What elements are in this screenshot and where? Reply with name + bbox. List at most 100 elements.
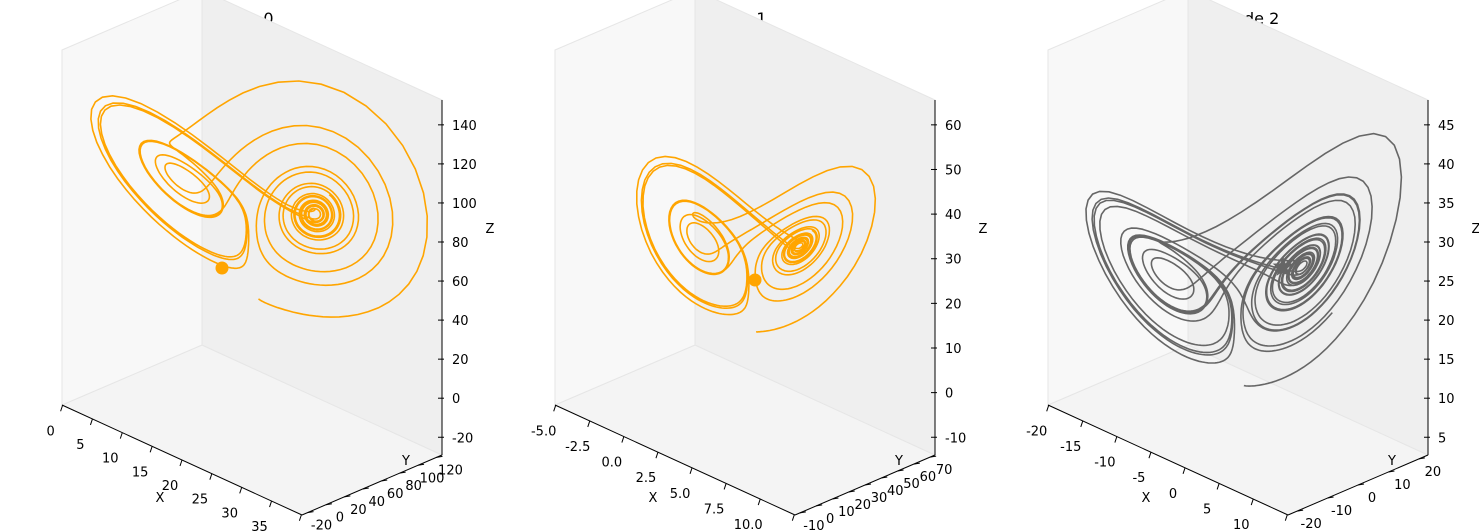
current-state-marker [1272, 256, 1294, 276]
y-tick-label: 0 [336, 511, 344, 526]
x-tick [1114, 436, 1118, 443]
y-tick-label: 20 [350, 503, 367, 518]
y-tick-label: -10 [803, 519, 824, 532]
z-tick-label: 40 [945, 208, 962, 223]
x-tick-label: 7.5 [704, 502, 725, 517]
y-tick [832, 497, 839, 500]
y-tick [799, 511, 806, 514]
y-tick-label: 120 [438, 463, 463, 478]
y-tick [362, 487, 369, 490]
current-state-marker [748, 273, 762, 287]
x-tick-label: 30 [221, 506, 238, 521]
x-tick-label: 5 [76, 438, 84, 453]
y-tick [864, 483, 872, 486]
x-axis-label: X [1142, 491, 1151, 506]
subplot-2: Root node 2-20-15-10-5051015X-20-1001020… [1026, 0, 1479, 532]
z-tick-label: 0 [945, 387, 953, 402]
x-tick [1148, 452, 1152, 459]
x-tick [149, 446, 153, 453]
x-tick [119, 432, 123, 439]
x-tick [1250, 498, 1254, 506]
x-tick-label: -5 [1132, 471, 1145, 486]
y-tick-label: 0 [1368, 491, 1376, 506]
x-tick [689, 467, 693, 474]
x-tick-label: 5.0 [670, 487, 691, 502]
y-tick-label: -10 [1331, 504, 1352, 519]
z-tick-label: -20 [452, 431, 473, 446]
x-tick [1216, 483, 1220, 490]
y-tick [848, 490, 855, 493]
x-tick-label: -5.0 [531, 424, 556, 439]
y-tick-label: 40 [887, 484, 904, 499]
x-tick [621, 436, 625, 443]
z-tick-label: 20 [945, 297, 962, 312]
y-tick [307, 511, 314, 514]
y-tick-label: 0 [826, 512, 834, 527]
z-tick-label: 25 [1438, 275, 1455, 290]
x-tick-label: 15 [132, 465, 149, 480]
current-state-marker [215, 261, 229, 275]
x-axis-line [554, 404, 796, 516]
y-tick [881, 476, 888, 479]
y-tick [1388, 470, 1395, 473]
trajectory-line [636, 155, 877, 333]
x-tick-label: 35 [251, 520, 268, 532]
z-tick-label: 35 [1438, 197, 1455, 212]
y-tick-label: 40 [369, 495, 386, 510]
x-tick-label: 10.0 [734, 518, 763, 532]
y-tick-label: 10 [838, 505, 855, 520]
x-tick-label: 25 [192, 493, 209, 508]
y-tick-label: 30 [871, 491, 888, 506]
y-tick [436, 455, 443, 458]
x-tick [1080, 420, 1084, 428]
y-tick [930, 455, 937, 458]
y-tick [381, 479, 388, 482]
z-tick-label: 40 [452, 314, 469, 329]
z-tick-label: 50 [945, 163, 962, 178]
y-tick [913, 462, 920, 465]
z-tick-label: 30 [1438, 236, 1455, 251]
z-axis-label: Z [1472, 222, 1479, 237]
z-axis-label: Z [979, 222, 988, 237]
x-tick [553, 405, 557, 412]
x-tick-label: 0.0 [602, 456, 623, 471]
left-pane [61, 0, 203, 406]
x-tick [791, 514, 795, 521]
z-tick-label: 60 [452, 275, 469, 290]
y-tick-label: 70 [936, 463, 953, 478]
x-tick-label: -10 [1094, 456, 1115, 471]
x-tick [723, 483, 727, 490]
x-tick [757, 498, 761, 506]
y-tick-label: 10 [1394, 478, 1411, 493]
y-tick [1327, 496, 1334, 499]
z-tick-label: 10 [945, 342, 962, 357]
y-tick-label: 60 [387, 487, 404, 502]
y-tick [344, 495, 351, 498]
x-tick [587, 420, 591, 428]
y-tick-label: 100 [420, 471, 445, 486]
left-pane [554, 0, 696, 406]
x-tick-label: 2.5 [636, 471, 657, 486]
z-tick-label: 140 [452, 119, 477, 134]
x-axis-line [1047, 404, 1289, 516]
x-axis-label: X [156, 491, 165, 506]
z-tick-label: 15 [1438, 353, 1455, 368]
z-tick-label: 60 [945, 119, 962, 134]
y-tick [325, 503, 333, 506]
z-tick-label: 120 [452, 158, 477, 173]
x-tick [89, 418, 93, 426]
subplot-1: Node 1-5.0-2.50.02.55.07.510.012.5X-1001… [531, 0, 988, 532]
y-tick [399, 471, 406, 474]
z-tick-label: 5 [1438, 431, 1446, 446]
z-tick-label: 0 [452, 392, 460, 407]
x-tick-label: 20 [162, 479, 179, 494]
x-tick [179, 459, 183, 467]
y-tick-label: 80 [405, 479, 422, 494]
x-tick [298, 514, 302, 521]
x-tick [1046, 405, 1050, 412]
y-tick-label: 60 [920, 470, 937, 485]
x-tick-label: 10 [102, 452, 119, 467]
y-tick [897, 469, 904, 472]
trajectory-line [90, 80, 429, 318]
